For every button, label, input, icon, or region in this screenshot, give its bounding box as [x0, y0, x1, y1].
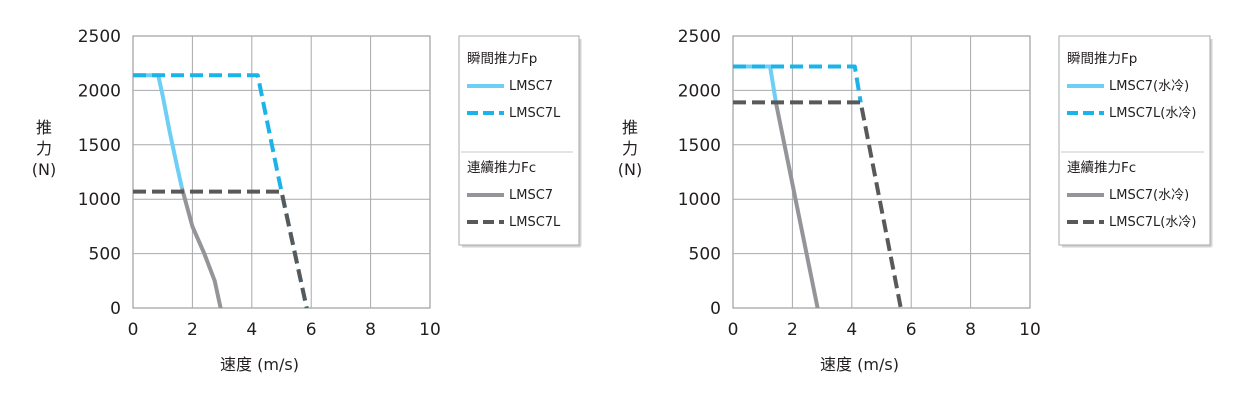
chart-1: 0 2 4 6 8 10 0 500 1000 1500 2000 2500 速度 (m/s) 推力 (N)… — [32, 27, 582, 374]
y-axis-label: (N) — [32, 160, 56, 179]
x-tick-label: 2 — [787, 320, 798, 340]
y-axis-label: 推 — [36, 118, 52, 137]
y-tick-label: 1500 — [78, 136, 121, 156]
x-tick-label: 6 — [306, 320, 317, 340]
y-tick-label: 1500 — [678, 136, 721, 156]
legend-frame — [458, 35, 580, 246]
y-tick-label: 2000 — [78, 81, 121, 101]
x-tick-label: 10 — [1019, 320, 1041, 340]
series-line — [180, 187, 223, 309]
x-tick-label: 0 — [728, 320, 739, 340]
y-tick-label: 1000 — [78, 190, 121, 210]
x-tick-label: 8 — [365, 320, 376, 340]
series-line — [733, 100, 903, 309]
y-axis-label: 力 — [622, 139, 638, 158]
plot-frame — [732, 35, 1031, 309]
legend: 瞬間推力Fp LMSC7 LMSC7L 連續推力Fc LMSC7 LMSC7L — [458, 35, 582, 248]
legend-entry-label: LMSC7(水冷) — [1109, 188, 1189, 203]
legend-entry-label: LMSC7 — [509, 79, 553, 94]
x-tick-label: 2 — [187, 320, 198, 340]
y-axis-label: 力 — [36, 139, 52, 158]
y-tick-label: 2500 — [78, 27, 121, 47]
x-axis-label: 速度 (m/s) — [220, 355, 299, 374]
legend-entry-label: LMSC7L(水冷) — [1109, 215, 1196, 230]
series-line — [774, 103, 820, 309]
legend-entry-label: LMSC7L — [509, 106, 561, 121]
legend-group-heading: 瞬間推力Fp — [1067, 51, 1137, 67]
y-tick-label: 0 — [110, 299, 121, 319]
legend-entry-label: LMSC7 — [509, 188, 553, 203]
x-tick-label: 10 — [419, 320, 441, 340]
x-tick-label: 0 — [128, 320, 139, 340]
x-tick-label: 4 — [246, 320, 257, 340]
series-line — [733, 64, 863, 103]
y-tick-label: 0 — [710, 299, 721, 319]
x-tick-label: 4 — [846, 320, 857, 340]
y-tick-label: 2500 — [678, 27, 721, 47]
legend-entry-label: LMSC7L(水冷) — [1109, 106, 1196, 121]
series-line — [733, 64, 779, 104]
x-tick-label: 8 — [965, 320, 976, 340]
legend-frame — [1058, 35, 1211, 246]
legend-group-heading: 連續推力Fc — [467, 160, 536, 176]
y-tick-label: 2000 — [678, 81, 721, 101]
legend-entry-label: LMSC7(水冷) — [1109, 79, 1189, 94]
y-tick-label: 1000 — [678, 190, 721, 210]
series-line — [133, 189, 309, 309]
legend-group-heading: 連續推力Fc — [1067, 160, 1136, 176]
y-tick-label: 500 — [689, 245, 721, 265]
legend: 瞬間推力Fp LMSC7(水冷) LMSC7L(水冷) 連續推力Fc LMSC7(水冷)… — [1058, 35, 1213, 248]
plot-frame — [132, 35, 431, 309]
chart-2: 0 2 4 6 8 10 0 500 1000 1500 2000 2500 速度 (m/s) 推力 (N)… — [618, 27, 1213, 374]
y-tick-label: 500 — [89, 245, 121, 265]
legend-entry-label: LMSC7L — [509, 215, 561, 230]
x-tick-label: 6 — [906, 320, 917, 340]
y-axis-label: (N) — [618, 160, 642, 179]
y-axis-label: 推 — [622, 118, 638, 137]
series-line — [133, 73, 184, 189]
x-axis-label: 速度 (m/s) — [820, 355, 899, 374]
legend-group-heading: 瞬間推力Fp — [467, 51, 537, 67]
